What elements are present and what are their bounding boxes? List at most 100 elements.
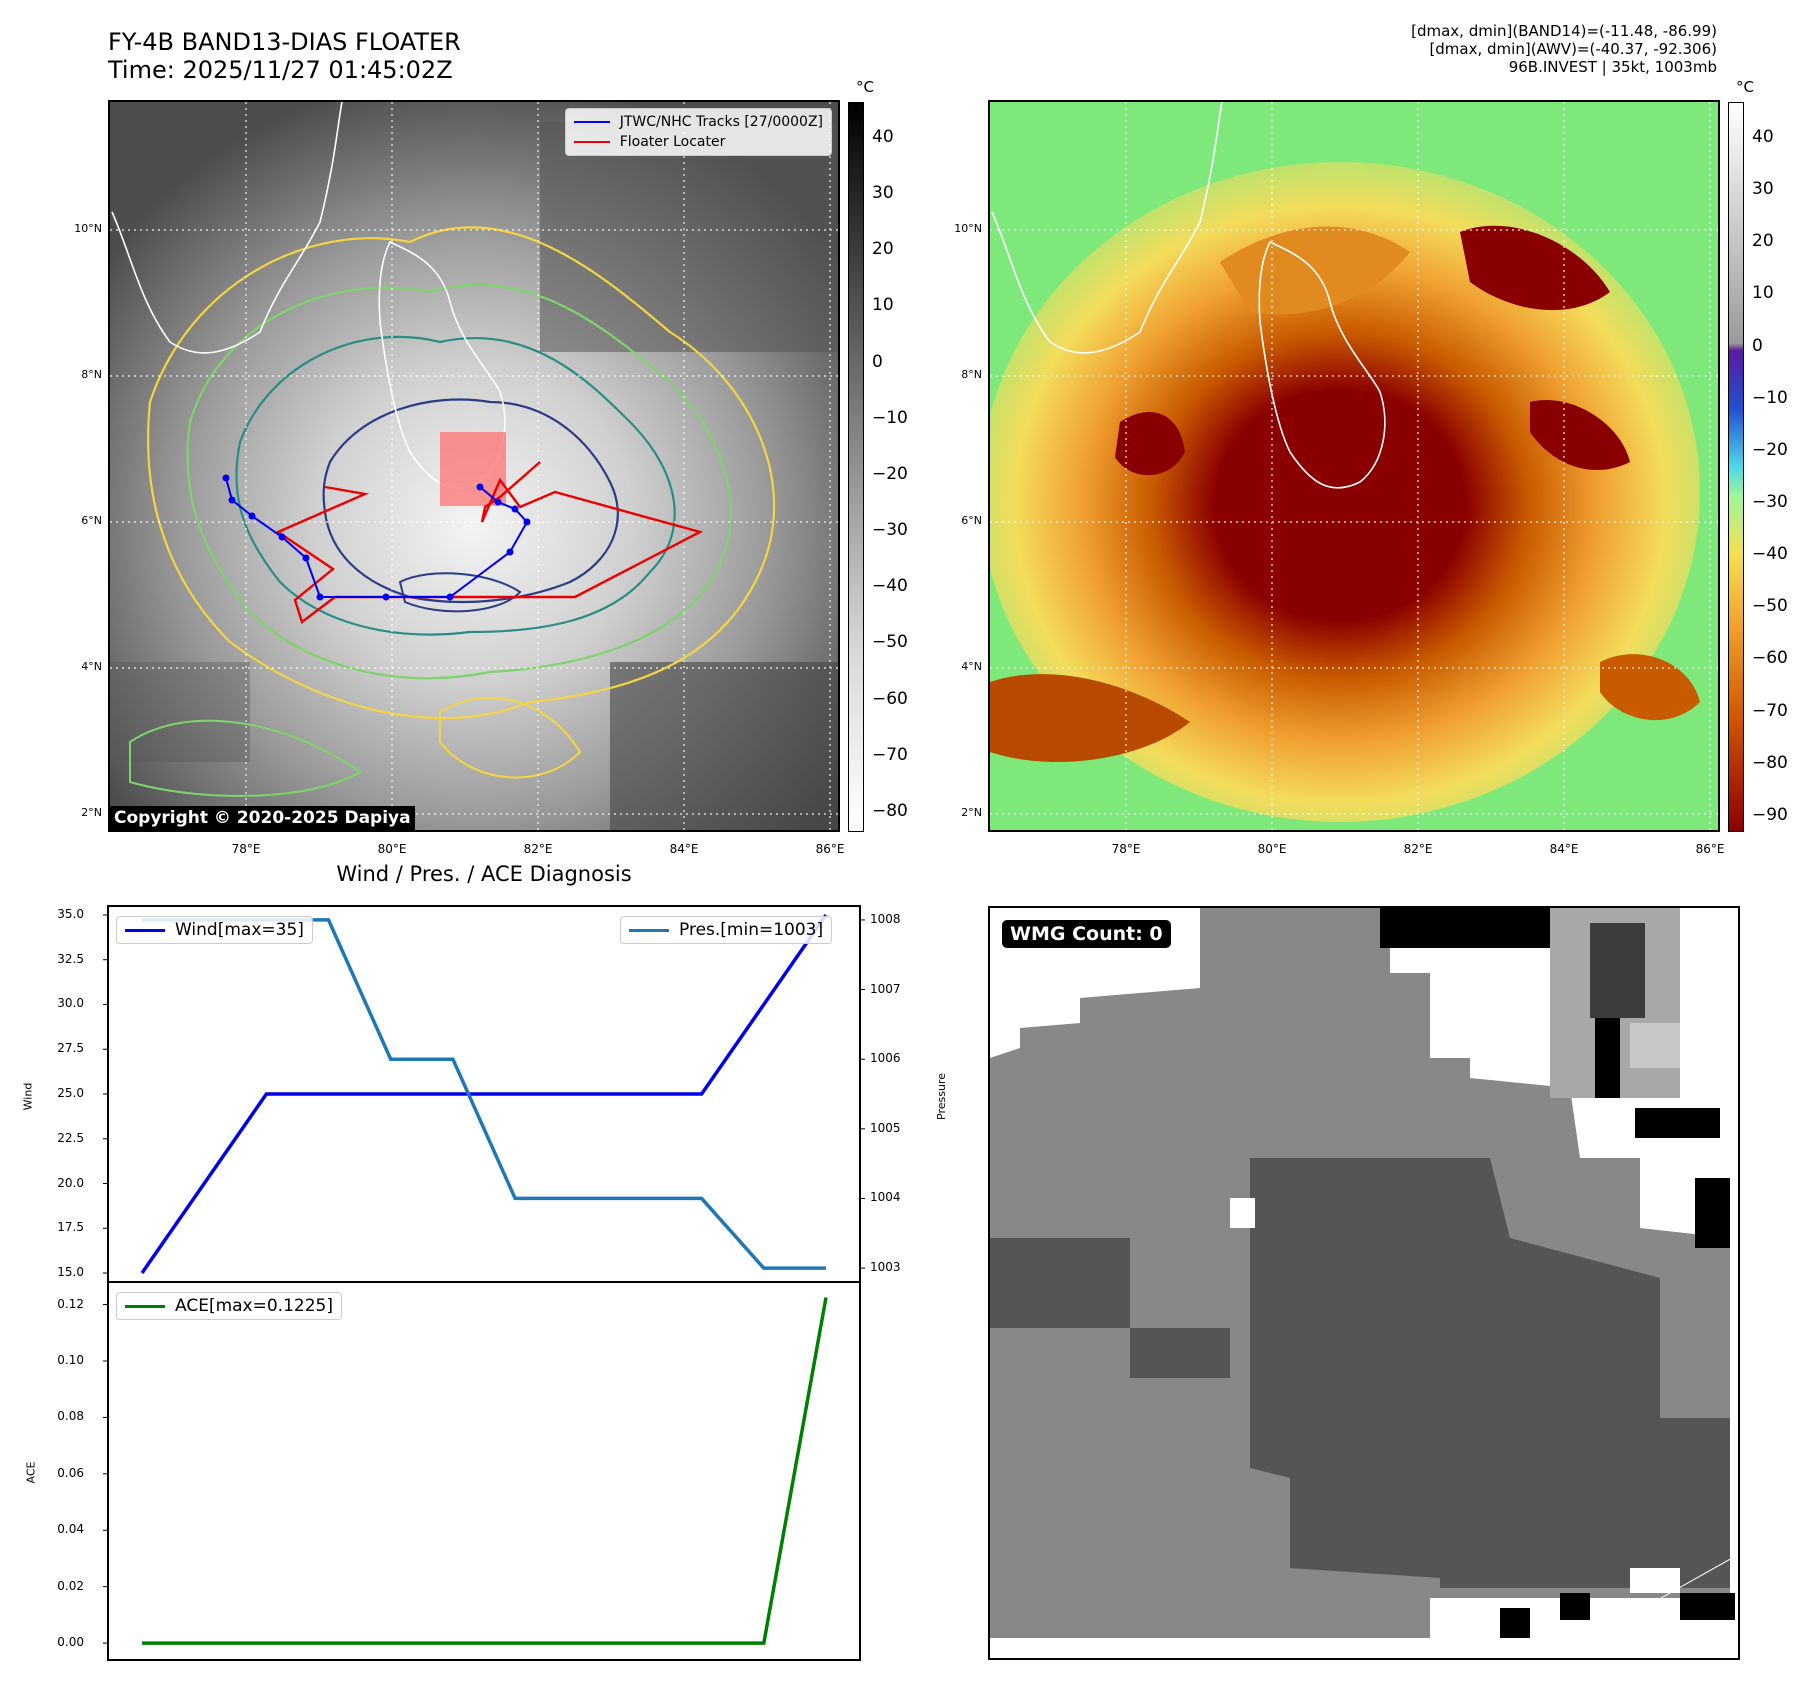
lon-label: 80°E	[1257, 842, 1287, 856]
colorbar-tick-label: −20	[872, 463, 908, 484]
lon-label: 86°E	[815, 842, 845, 856]
colorbar-tick-label: −40	[1752, 544, 1788, 565]
colorbar-tick-label: −10	[1752, 387, 1788, 408]
series-line-wind	[140, 914, 828, 1274]
y-tick-label: 15.0	[57, 1265, 84, 1280]
wmg-grid-svg	[990, 908, 1738, 1639]
wind-legend-swatch	[125, 928, 165, 932]
lon-label: 82°E	[523, 842, 553, 856]
y-tick-label: 1005	[870, 1120, 901, 1135]
floater-legend-swatch	[573, 141, 610, 143]
colorbar-tick-label: −30	[1752, 492, 1788, 512]
wind-legend-label: Wind[max=35]	[175, 920, 304, 940]
colorbar-tick-label: −50	[1752, 596, 1788, 617]
colorbar-tick-label: 0	[1752, 335, 1763, 356]
colorbar-tick-label: 40	[1752, 127, 1774, 147]
colorbar-tick-label: −80	[872, 800, 908, 821]
pres-legend-label: Pres.[min=1003]	[679, 920, 824, 940]
legend-floater-label: Floater Locater	[619, 134, 726, 150]
pressure-axis-label: Pressure	[934, 1073, 948, 1120]
lat-label: 2°N	[961, 806, 982, 819]
y-tick-label: 0.00	[57, 1635, 84, 1650]
y-tick-label: 0.10	[57, 1352, 84, 1367]
figure-title: FY-4B BAND13-DIAS FLOATER	[108, 28, 461, 56]
lat-label: 4°N	[961, 660, 982, 673]
y-tick-label: 1004	[870, 1190, 901, 1205]
series-line-ace	[142, 1297, 828, 1645]
colorbar-tick-label: 40	[872, 127, 894, 147]
colorbar-tick-label: −70	[872, 744, 908, 765]
left-colorbar-unit: °C	[856, 78, 874, 96]
lat-label: 10°N	[74, 222, 102, 235]
lat-label: 10°N	[954, 222, 982, 235]
lat-label: 6°N	[81, 514, 102, 527]
colorbar-tick-label: −90	[1752, 804, 1788, 825]
ir-contour-map-svg	[110, 102, 838, 830]
y-tick-label: 22.5	[57, 1130, 84, 1145]
y-tick-label: 1006	[870, 1051, 901, 1066]
y-tick-label: 1008	[870, 911, 901, 926]
lon-label: 86°E	[1695, 842, 1725, 856]
ace-legend-swatch	[125, 1304, 165, 1308]
diagnosis-title: Wind / Pres. / ACE Diagnosis	[336, 862, 632, 886]
left-colorbar	[848, 102, 864, 832]
colorbar-tick-label: 30	[872, 183, 894, 204]
ace-legend: ACE[max=0.1225]	[116, 1292, 342, 1320]
ace-plot	[142, 1297, 828, 1645]
lon-label: 78°E	[231, 842, 261, 856]
ir-contour-map: JTWC/NHC Tracks [27/0000Z] Floater Locat…	[108, 100, 840, 832]
right-colorbar	[1728, 102, 1744, 832]
colorbar-tick-label: 10	[1752, 283, 1774, 304]
ace-frame	[107, 1281, 861, 1661]
colorbar-tick-label: −60	[872, 688, 908, 709]
wmg-panel: WMG Count: 0	[988, 906, 1740, 1660]
floater-track	[275, 461, 704, 624]
info-awv: [dmax, dmin](AWV)=(-40.37, -92.306)	[1429, 40, 1717, 58]
lat-label: 8°N	[961, 368, 982, 381]
wind-legend: Wind[max=35]	[116, 916, 313, 944]
y-tick-label: 30.0	[57, 996, 84, 1011]
colorbar-tick-label: 0	[872, 351, 883, 372]
colorbar-tick-label: −50	[872, 632, 908, 653]
colorbar-tick-label: −80	[1752, 752, 1788, 773]
y-tick-label: 0.02	[57, 1578, 84, 1593]
colorbar-tick-label: −20	[1752, 439, 1788, 460]
lon-label: 84°E	[1549, 842, 1579, 856]
y-tick-label: 20.0	[57, 1175, 84, 1190]
enhanced-ir-map	[988, 100, 1720, 832]
copyright-badge: Copyright © 2020-2025 Dapiya	[110, 806, 415, 830]
lat-label: 4°N	[81, 660, 102, 673]
colorbar-tick-label: −60	[1752, 648, 1788, 669]
y-tick-label: 0.12	[57, 1296, 84, 1311]
track-legend-swatch	[573, 121, 610, 123]
lat-label: 2°N	[81, 806, 102, 819]
wmg-count-badge: WMG Count: 0	[1002, 920, 1171, 948]
info-storm: 96B.INVEST | 35kt, 1003mb	[1508, 58, 1717, 76]
y-tick-label: 0.08	[57, 1409, 84, 1424]
wind-pres-plot	[140, 914, 828, 1274]
legend-tracks-label: JTWC/NHC Tracks [27/0000Z]	[619, 114, 823, 130]
y-tick-label: 1003	[870, 1260, 901, 1275]
lon-label: 80°E	[377, 842, 407, 856]
colorbar-tick-label: −70	[1752, 700, 1788, 721]
lon-label: 84°E	[669, 842, 699, 856]
colorbar-tick-label: −30	[872, 520, 908, 541]
lon-label: 78°E	[1111, 842, 1141, 856]
lon-label: 82°E	[1403, 842, 1433, 856]
colorbar-tick-label: 30	[1752, 179, 1774, 200]
lat-label: 6°N	[961, 514, 982, 527]
ace-legend-label: ACE[max=0.1225]	[175, 1296, 333, 1316]
map-legend: JTWC/NHC Tracks [27/0000Z] Floater Locat…	[564, 108, 832, 156]
y-tick-label: 27.5	[57, 1041, 84, 1056]
lat-label: 8°N	[81, 368, 102, 381]
colorbar-tick-label: 20	[872, 239, 894, 260]
pres-legend: Pres.[min=1003]	[620, 916, 833, 944]
colorbar-tick-label: 10	[872, 295, 894, 316]
colorbar-tick-label: −10	[872, 407, 908, 428]
colorbar-tick-label: −40	[872, 576, 908, 597]
y-tick-label: 35.0	[57, 906, 84, 921]
y-tick-label: 32.5	[57, 951, 84, 966]
pres-legend-swatch	[629, 928, 669, 932]
enhanced-ir-map-svg	[990, 102, 1718, 830]
